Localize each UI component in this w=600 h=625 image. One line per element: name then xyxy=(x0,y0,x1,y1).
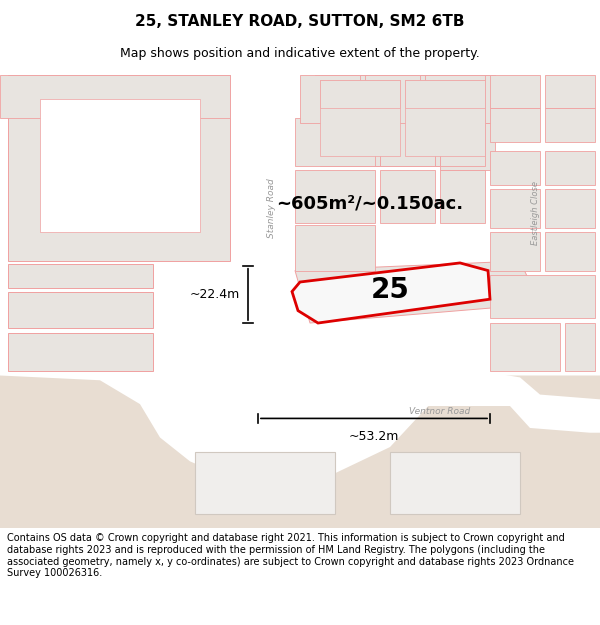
Bar xyxy=(440,75,495,122)
Bar xyxy=(490,323,560,371)
Bar xyxy=(365,75,420,122)
Bar xyxy=(295,171,375,223)
Wedge shape xyxy=(260,311,310,374)
Text: ~22.4m: ~22.4m xyxy=(190,288,240,301)
Bar xyxy=(295,225,375,271)
Text: Map shows position and indicative extent of the property.: Map shows position and indicative extent… xyxy=(120,48,480,61)
Text: Stanley Road: Stanley Road xyxy=(268,179,277,238)
Bar xyxy=(300,75,360,122)
Bar xyxy=(490,189,540,228)
Polygon shape xyxy=(320,75,490,166)
Bar xyxy=(440,118,485,166)
Bar xyxy=(490,75,540,108)
Bar xyxy=(8,291,153,328)
Polygon shape xyxy=(238,75,315,361)
Bar xyxy=(380,75,435,118)
Bar xyxy=(295,118,375,166)
Text: Ventnor Road: Ventnor Road xyxy=(409,408,470,416)
Bar xyxy=(565,323,595,371)
Polygon shape xyxy=(238,349,320,406)
Text: Eastleigh Close: Eastleigh Close xyxy=(530,181,539,246)
Bar xyxy=(405,80,485,108)
Bar xyxy=(490,151,540,185)
Bar xyxy=(320,80,400,156)
Text: Contains OS data © Crown copyright and database right 2021. This information is : Contains OS data © Crown copyright and d… xyxy=(7,533,574,578)
Bar xyxy=(425,75,485,122)
Bar xyxy=(380,118,435,166)
Bar xyxy=(490,108,540,142)
Text: ~53.2m: ~53.2m xyxy=(349,430,399,443)
Bar xyxy=(0,75,230,118)
Bar xyxy=(490,276,595,318)
Bar xyxy=(545,75,595,108)
Polygon shape xyxy=(292,263,490,323)
Polygon shape xyxy=(0,376,600,528)
Bar xyxy=(380,118,435,166)
Polygon shape xyxy=(155,371,600,432)
Bar xyxy=(440,122,495,171)
Bar xyxy=(545,151,595,185)
Bar xyxy=(315,75,375,108)
Polygon shape xyxy=(295,261,540,323)
Bar xyxy=(405,80,485,156)
Bar xyxy=(545,232,595,271)
Polygon shape xyxy=(390,452,520,514)
Polygon shape xyxy=(195,452,335,514)
Polygon shape xyxy=(40,99,200,232)
Text: 25, STANLEY ROAD, SUTTON, SM2 6TB: 25, STANLEY ROAD, SUTTON, SM2 6TB xyxy=(135,14,465,29)
Text: ~605m²/~0.150ac.: ~605m²/~0.150ac. xyxy=(277,195,464,212)
Polygon shape xyxy=(8,75,230,261)
Bar xyxy=(8,332,153,371)
Bar xyxy=(380,171,435,223)
Bar xyxy=(440,171,485,223)
Bar xyxy=(545,189,595,228)
Bar xyxy=(315,108,375,156)
Text: 25: 25 xyxy=(371,276,409,304)
Bar xyxy=(8,264,153,288)
Bar xyxy=(545,108,595,142)
Bar xyxy=(320,80,400,108)
Bar xyxy=(490,232,540,271)
